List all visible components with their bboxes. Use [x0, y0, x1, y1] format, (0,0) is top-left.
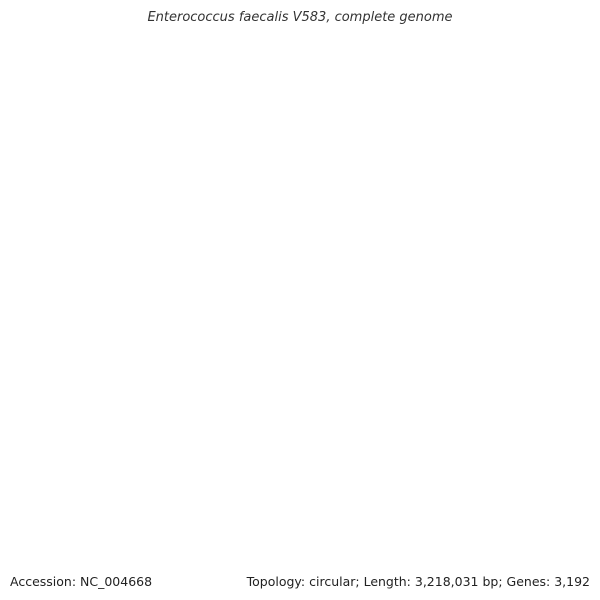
accession-label: Accession: NC_004668: [10, 574, 153, 589]
topology-label: Topology: circular; Length: 3,218,031 bp…: [246, 574, 590, 589]
map-title: Enterococcus faecalis V583, complete gen…: [147, 10, 453, 25]
